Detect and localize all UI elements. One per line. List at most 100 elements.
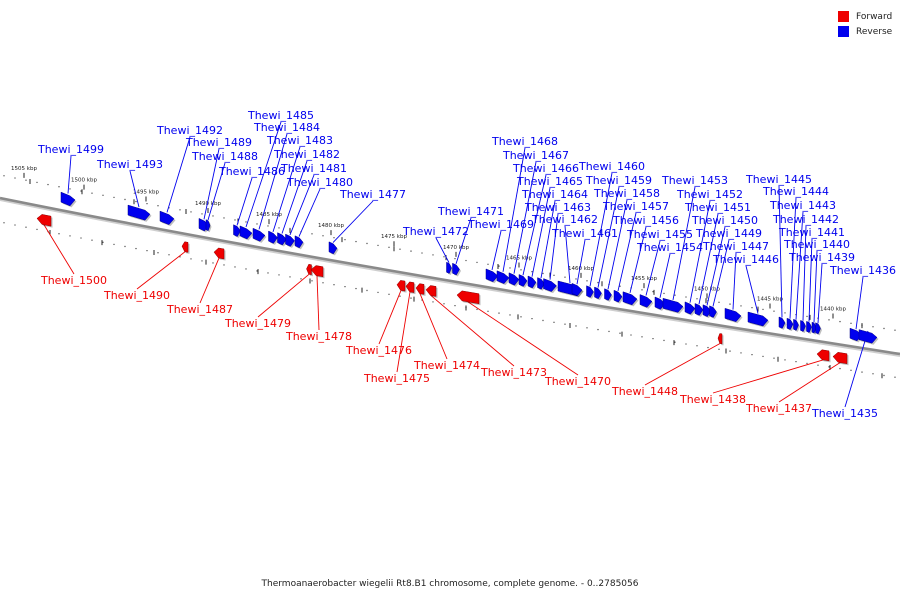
gene-label[interactable]: Thewi_1465 (516, 175, 583, 188)
gene-arrow[interactable] (294, 235, 304, 249)
gene-label[interactable]: Thewi_1437 (745, 402, 812, 415)
gene-Thewi_1485[interactable] (239, 225, 254, 241)
gene-arrow[interactable] (425, 285, 437, 297)
gene-label[interactable]: Thewi_1478 (285, 330, 352, 343)
gene-label[interactable]: Thewi_1451 (684, 201, 751, 214)
gene-arrow[interactable] (446, 261, 452, 274)
gene-Thewi_1473[interactable] (425, 285, 438, 298)
gene-Thewi_1438[interactable] (816, 349, 831, 363)
gene-label[interactable]: Thewi_1479 (224, 317, 291, 330)
gene-Thewi_1437[interactable] (832, 352, 849, 366)
gene-label[interactable]: Thewi_1457 (602, 200, 669, 213)
gene-Thewi_1472[interactable] (446, 261, 454, 275)
gene-label[interactable]: Thewi_1454 (636, 241, 703, 254)
gene-arrow[interactable] (405, 281, 415, 293)
gene-label[interactable]: Thewi_1470 (544, 375, 611, 388)
gene-Thewi_1444[interactable] (786, 317, 795, 332)
gene-arrow[interactable] (793, 318, 799, 331)
gene-arrow[interactable] (816, 349, 830, 362)
gene-label[interactable]: Thewi_1466 (512, 162, 579, 175)
gene-arrow[interactable] (724, 307, 742, 322)
gene-Thewi_1500[interactable] (36, 214, 53, 228)
gene-Thewi_1457[interactable] (613, 289, 624, 304)
gene-arrow[interactable] (508, 272, 520, 286)
gene-arrow[interactable] (306, 263, 312, 276)
gene-arrow[interactable] (205, 219, 211, 232)
gene-Thewi_1452[interactable] (684, 301, 697, 316)
gene-label[interactable]: Thewi_1493 (96, 158, 163, 171)
gene-label[interactable]: Thewi_1476 (345, 344, 412, 357)
gene-Thewi_1443[interactable] (793, 318, 801, 332)
gene-Thewi_1469[interactable] (485, 268, 500, 284)
gene-Thewi_1481[interactable] (285, 233, 297, 248)
gene-Thewi_1448[interactable] (717, 333, 724, 346)
gene-label[interactable]: Thewi_1480 (286, 176, 353, 189)
gene-arrow[interactable] (694, 303, 704, 316)
gene-arrow[interactable] (858, 329, 878, 344)
gene-Thewi_1479[interactable] (306, 263, 314, 277)
gene-arrow[interactable] (328, 241, 338, 255)
gene-arrow[interactable] (594, 286, 602, 300)
gene-Thewi_1490[interactable] (181, 241, 190, 254)
gene-arrow[interactable] (518, 274, 528, 287)
gene-arrow[interactable] (747, 311, 769, 327)
gene-Thewi_1467[interactable] (508, 272, 521, 287)
gene-label[interactable]: Thewi_1472 (402, 225, 469, 238)
gene-label[interactable]: Thewi_1483 (266, 134, 333, 147)
gene-Thewi_1487[interactable] (213, 247, 226, 261)
gene-arrow[interactable] (622, 291, 638, 306)
gene-label[interactable]: Thewi_1490 (103, 289, 170, 302)
gene-arrow[interactable] (310, 265, 324, 278)
gene-arrow[interactable] (60, 191, 76, 207)
gene-arrow[interactable] (233, 224, 241, 237)
gene-label[interactable]: Thewi_1469 (467, 218, 534, 231)
gene-label[interactable]: Thewi_1462 (531, 213, 598, 226)
gene-label[interactable]: Thewi_1467 (502, 149, 569, 162)
gene-arrow[interactable] (181, 241, 189, 253)
gene-label[interactable]: Thewi_1440 (783, 238, 850, 251)
gene-Thewi_1459[interactable] (594, 286, 604, 301)
gene-Thewi_1466[interactable] (518, 274, 529, 288)
gene-Thewi_1439[interactable] (815, 322, 823, 336)
gene-Thewi_1499[interactable] (60, 191, 77, 208)
gene-arrow[interactable] (586, 285, 594, 298)
gene-arrow[interactable] (159, 210, 175, 225)
gene-label[interactable]: Thewi_1484 (253, 121, 320, 134)
gene-arrow[interactable] (786, 317, 794, 330)
gene-label[interactable]: Thewi_1450 (691, 214, 758, 227)
gene-label[interactable]: Thewi_1456 (612, 214, 679, 227)
gene-Thewi_1442[interactable] (800, 320, 808, 334)
gene-Thewi_1471[interactable] (452, 262, 462, 277)
gene-Thewi_1456[interactable] (622, 291, 639, 307)
gene-Thewi_1455[interactable] (639, 294, 654, 309)
gene-arrow[interactable] (613, 289, 623, 303)
gene-arrow[interactable] (127, 204, 151, 221)
gene-label[interactable]: Thewi_1447 (702, 240, 769, 253)
gene-label[interactable]: Thewi_1463 (524, 201, 591, 214)
gene-arrow[interactable] (213, 247, 225, 260)
gene-Thewi_1480[interactable] (294, 235, 305, 250)
gene-Thewi_1463[interactable] (543, 278, 559, 294)
gene-Thewi_1435[interactable] (858, 329, 879, 345)
gene-Thewi_1465[interactable] (527, 275, 538, 290)
gene-label[interactable]: Thewi_1468 (491, 135, 558, 148)
gene-label[interactable]: Thewi_1461 (551, 227, 618, 240)
gene-label[interactable]: Thewi_1441 (778, 226, 845, 239)
gene-Thewi_1461[interactable] (571, 282, 584, 298)
gene-Thewi_1451[interactable] (694, 303, 705, 317)
gene-Thewi_1468[interactable] (496, 270, 511, 286)
gene-Thewi_1478[interactable] (310, 265, 325, 279)
gene-arrow[interactable] (485, 268, 499, 283)
gene-Thewi_1476[interactable] (396, 280, 407, 293)
gene-arrow[interactable] (639, 294, 653, 308)
gene-arrow[interactable] (543, 278, 557, 292)
gene-arrow[interactable] (684, 301, 696, 315)
gene-arrow[interactable] (268, 230, 278, 244)
gene-label[interactable]: Thewi_1455 (626, 228, 693, 241)
gene-label[interactable]: Thewi_1438 (679, 393, 746, 406)
gene-arrow[interactable] (456, 290, 480, 305)
gene-Thewi_1484[interactable] (252, 227, 267, 243)
gene-arrow[interactable] (527, 275, 537, 289)
gene-Thewi_1488[interactable] (205, 219, 212, 233)
gene-arrow[interactable] (709, 305, 717, 318)
